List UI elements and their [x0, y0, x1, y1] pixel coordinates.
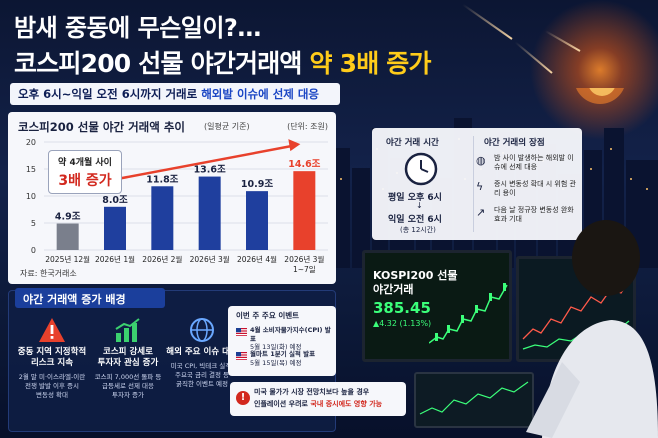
clock-icon — [404, 152, 438, 186]
candlestick-chart-icon — [429, 283, 508, 344]
globe-icon: ◍ — [476, 154, 486, 167]
bar-chart: 0 5 10 15 20 4.9조 2025년 12월 8.0조 2026년 1월 11.8조 20… — [26, 138, 328, 274]
x-tick-label: 2026년 2월 — [142, 254, 182, 264]
chart-subtitle: (일평균 기준) — [204, 122, 250, 131]
warning-line2-a: 인플레이션 우려로 — [254, 400, 311, 408]
event-title: 4월 소비자물가지수(CPI) 발표 — [250, 326, 331, 343]
reason-desc-text: 2월 말 미·이스라엘-이란 전쟁 발발 이후 증시 변동성 확대 — [18, 373, 86, 399]
event-item: 4월 소비자물가지수(CPI) 발표 5월 13일(화) 예정 — [250, 326, 336, 352]
alert-icon: ! — [236, 391, 250, 405]
reason-desc-text: 미국 CPI, 빅테크 실적, 주요국 금리 결정 등 굵직한 이벤트 예정 — [170, 362, 234, 388]
bar — [293, 171, 316, 250]
bar — [151, 186, 174, 250]
data-label: 11.8조 — [146, 174, 178, 185]
chart-callout: 약 4개월 사이 3배 증가 — [48, 150, 122, 194]
reason-desc: 2월 말 미·이스라엘-이란 전쟁 발발 이후 증시 변동성 확대 — [15, 373, 89, 400]
feature-item: 밤 사이 발생하는 해외발 이슈에 선제 대응 — [494, 154, 574, 171]
bar — [198, 176, 221, 250]
subtitle-banner: 오후 6시~익일 오전 6시까지 거래로 해외발 이슈에 선제 대응 — [10, 83, 340, 105]
x-tick-label: 2026년 3월 — [190, 254, 230, 264]
x-tick-label: 2026년 1월 — [95, 254, 135, 264]
bar — [246, 191, 268, 250]
event-date: 5월 15일(목) 예정 — [250, 358, 302, 367]
time-note: (총 12시간) — [400, 226, 436, 234]
data-label: 13.6조 — [194, 165, 226, 176]
data-label: 10.9조 — [241, 179, 273, 190]
reason-item: 코스피 강세로 투자자 관심 증가 코스피 7,000선 돌파 등 급등세로 선… — [91, 317, 165, 400]
x-tick-label: 1~7일 — [293, 265, 316, 274]
x-tick-label: 2025년 12월 — [45, 254, 90, 264]
reason-title-text: 중동 지역 지정학적 리스크 지속 — [17, 347, 87, 368]
reason-desc: 미국 CPI, 빅테크 실적, 주요국 금리 결정 등 굵직한 이벤트 예정 — [165, 362, 239, 389]
headline-line1: 밤새 중동에 무슨일이?… — [14, 14, 261, 42]
monitor-title-line2: 야간거래 — [373, 283, 414, 296]
trend-arrow-head — [288, 139, 301, 152]
warning-line2-b: 국내 증시에도 영향 가능 — [310, 400, 383, 408]
y-tick-label: 10 — [26, 192, 36, 201]
event-title: 월마트 1분기 실적 발표 — [250, 350, 316, 358]
headline-line2: 코스피200 선물 야간거래액 약 3배 증가 — [14, 44, 432, 80]
laptop — [414, 372, 534, 428]
chart-card: 코스피200 선물 야간 거래액 추이 (일평균 기준) (단위: 조원) 0 5… — [8, 112, 336, 284]
y-tick-label: 0 — [31, 246, 36, 255]
subtitle-part2: 해외발 이슈에 선제 대응 — [201, 87, 320, 101]
headline-highlight: 약 3배 증가 — [309, 49, 432, 78]
event-item: 월마트 1분기 실적 발표 5월 15일(목) 예정 — [250, 350, 315, 367]
feature-item: 다음 날 정규장 변동성 완화 효과 기대 — [494, 206, 574, 223]
growth-icon — [91, 317, 165, 347]
chart-unit: (단위: 조원) — [287, 122, 328, 131]
divider — [473, 136, 474, 232]
feature-item: 증시 변동성 확대 시 위험 관리 용이 — [494, 180, 576, 197]
y-tick-label: 5 — [31, 219, 36, 228]
y-tick-label: 20 — [26, 138, 36, 147]
warning-line1: 미국 물가가 시장 전망치보다 높을 경우 — [254, 388, 370, 396]
night-trading-benefits-heading: 야간 거래의 장점 — [484, 138, 545, 148]
headline-main: 코스피200 선물 야간거래액 — [14, 49, 310, 78]
data-label: 4.9조 — [55, 212, 81, 223]
data-label: 14.6조 — [288, 159, 320, 170]
trader-silhouette — [526, 220, 658, 438]
globe-icon — [165, 317, 239, 347]
time-end: 익일 오전 6시 — [388, 215, 442, 225]
trend-arrow — [103, 143, 297, 183]
reason-title: 중동 지역 지정학적 리스크 지속 — [15, 347, 89, 369]
us-flag-icon — [236, 328, 247, 336]
warning-icon — [15, 317, 89, 347]
x-tick-label: 2026년 3월 — [284, 254, 324, 264]
us-flag-icon — [236, 352, 247, 360]
bar — [56, 223, 79, 250]
monitor-title-line1: KOSPI200 선물 — [373, 269, 458, 282]
time-start: 평일 오후 6시 — [388, 193, 442, 203]
bar — [104, 206, 126, 250]
reason-title-text: 코스피 강세로 투자자 관심 증가 — [97, 347, 159, 368]
reason-title: 코스피 강세로 투자자 관심 증가 — [91, 347, 165, 369]
chart-title: 코스피200 선물 야간 거래액 추이 — [18, 120, 185, 134]
trading-monitor: KOSPI200 선물 야간거래 385.45 ▲4.32 (1.13%) — [362, 250, 512, 362]
data-label: 8.0조 — [102, 195, 128, 206]
laptop-chart-icon — [419, 381, 529, 415]
night-trading-hours-heading: 야간 거래 시간 — [386, 138, 439, 148]
arrow-down-icon: ↓ — [416, 201, 423, 210]
monitor-change: ▲4.32 (1.13%) — [373, 319, 432, 328]
reason-desc: 코스피 7,000선 돌파 등 급등세로 선제 대응 투자자 증가 — [91, 373, 165, 400]
bolt-icon: ϟ — [476, 180, 484, 193]
chart-up-icon: ↗ — [476, 206, 486, 219]
chart-source: 자료: 한국거래소 — [20, 269, 77, 278]
callout-line2: 3배 증가 — [58, 173, 112, 189]
reason-desc-text: 코스피 7,000선 돌파 등 급등세로 선제 대응 투자자 증가 — [94, 373, 162, 399]
info-card: 야간 거래 시간 평일 오후 6시 ↓ 익일 오전 6시 (총 12시간) 야간… — [372, 128, 582, 240]
subtitle-part1: 오후 6시~익일 오전 6시까지 거래로 — [18, 87, 202, 101]
monitor-price: 385.45 — [373, 299, 431, 317]
events-card: 이번 주 주요 이벤트 4월 소비자물가지수(CPI) 발표 5월 13일(화)… — [228, 306, 336, 376]
callout-line1: 약 4개월 사이 — [58, 158, 112, 168]
event-date: 5월 13일(화) 예정 — [250, 343, 302, 351]
y-tick-label: 15 — [26, 165, 36, 174]
reason-item: 중동 지역 지정학적 리스크 지속 2월 말 미·이스라엘-이란 전쟁 발발 이… — [15, 317, 89, 400]
reason-title-text: 해외 주요 이슈 대기 — [166, 347, 238, 357]
events-heading: 이번 주 주요 이벤트 — [236, 311, 300, 320]
reasons-heading: 야간 거래액 증가 배경 — [15, 288, 165, 308]
warning-line2: 인플레이션 우려로 국내 증시에도 영향 가능 — [254, 399, 382, 409]
warning-card: ! 미국 물가가 시장 전망치보다 높을 경우 인플레이션 우려로 국내 증시에… — [230, 382, 406, 416]
x-tick-label: 2026년 4월 — [237, 254, 277, 264]
